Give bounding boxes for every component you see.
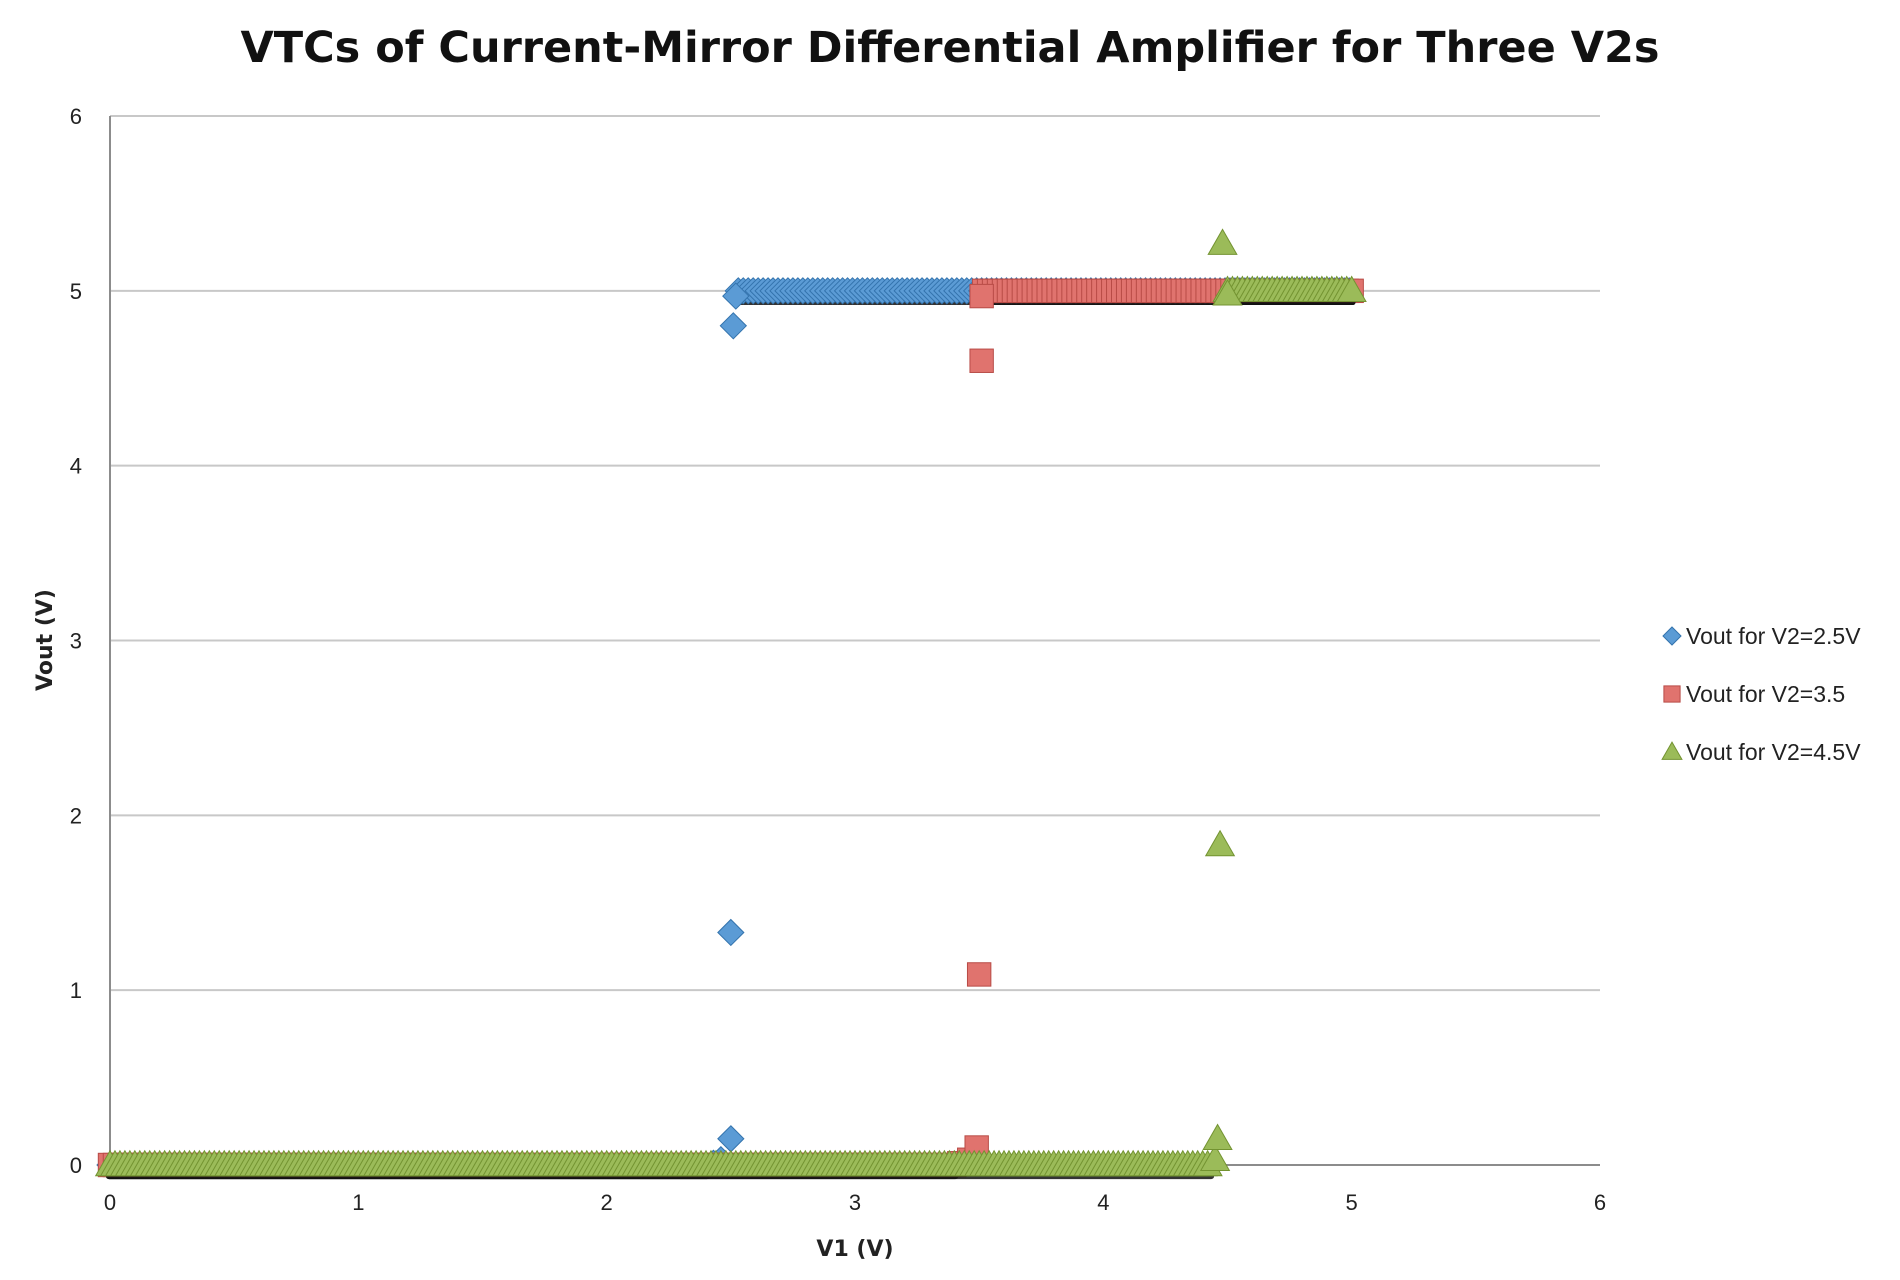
y-axis-label: Vout (V) [33,589,58,691]
data-point [969,348,994,373]
x-tick-label: 6 [1594,1190,1606,1215]
y-tick-label: 2 [70,803,82,828]
data-point [1212,279,1243,306]
x-tick-label: 2 [601,1190,613,1215]
legend-item: Vout for V2=4.5V [1661,739,1861,765]
x-tick-label: 1 [352,1190,364,1215]
x-axis-label: V1 (V) [816,1237,893,1262]
y-tick-label: 4 [70,454,82,479]
x-tick-label: 3 [849,1190,861,1215]
data-point [719,312,748,340]
series-2 [97,278,1364,1180]
legend-marker [1661,741,1683,760]
x-tick-label: 5 [1346,1190,1358,1215]
series-3 [94,228,1367,1180]
legend-item: Vout for V2=2.5V [1662,623,1861,649]
data-point [966,962,992,987]
y-tick-label: 5 [70,279,82,304]
y-tick-label: 6 [70,104,82,129]
legend-marker [1663,685,1681,703]
y-tick-label: 0 [70,1153,82,1178]
legend-item: Vout for V2=3.5 [1663,681,1845,707]
x-tick-labels: 0 1 2 3 4 5 6 [104,1190,1606,1215]
plot-area [94,228,1367,1180]
gridlines [110,115,1600,992]
y-tick-label: 1 [70,978,82,1003]
x-tick-label: 0 [104,1190,116,1215]
legend-marker [1662,626,1682,646]
data-point [722,282,750,310]
y-tick-labels: 0 1 2 3 4 5 6 [70,104,82,1178]
data-point [1336,275,1367,303]
legend-label: Vout for V2=2.5V [1686,623,1861,649]
legend-label: Vout for V2=4.5V [1686,739,1861,765]
legend: Vout for V2=2.5V Vout for V2=3.5 Vout for … [1661,623,1861,765]
legend-label: Vout for V2=3.5 [1686,681,1845,707]
x-tick-label: 4 [1097,1190,1109,1215]
data-point [1207,228,1238,255]
y-tick-label: 3 [70,629,82,654]
series-1 [96,277,1363,1180]
data-point [1199,1144,1231,1171]
data-point [1202,1123,1233,1150]
data-point [969,283,994,309]
chart-title: VTCs of Current-Mirror Differential Ampl… [240,23,1659,73]
data-point [717,918,745,947]
data-point [1204,829,1236,857]
